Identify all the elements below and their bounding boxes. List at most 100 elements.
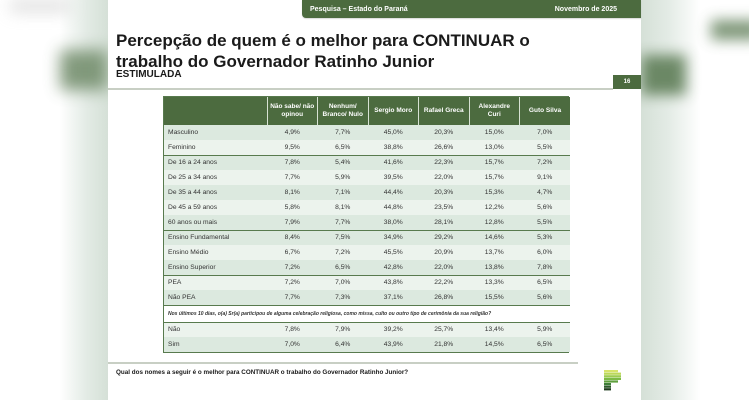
cell: 6,7% <box>267 245 318 260</box>
blurred-background-left <box>0 0 108 400</box>
cell: 26,6% <box>418 140 469 155</box>
cell: 22,0% <box>418 260 469 275</box>
cell: 7,8% <box>267 154 318 170</box>
cell: 5,9% <box>317 170 368 185</box>
cell: 6,5% <box>519 337 570 352</box>
page-subtitle: ESTIMULADA <box>116 69 182 80</box>
cell: 44,8% <box>368 200 419 215</box>
survey-date: Novembro de 2025 <box>554 5 617 13</box>
cell: 5,5% <box>519 140 570 155</box>
page-number-badge: 16 <box>613 75 641 89</box>
slide: Pesquisa – Estado do Paraná Novembro de … <box>108 0 641 400</box>
cell: 22,2% <box>418 274 469 290</box>
results-table: Não sabe/ não opinou Nenhum/ Branco/ Nul… <box>163 96 570 353</box>
cell: 7,2% <box>317 245 368 260</box>
cell: 28,1% <box>418 215 469 230</box>
cell: 4,9% <box>267 125 318 140</box>
cell: 4,7% <box>519 185 570 200</box>
row-label: 60 anos ou mais <box>164 215 267 230</box>
cell: 13,3% <box>469 274 520 290</box>
survey-label: Pesquisa – Estado do Paraná <box>310 5 408 13</box>
cell: 7,8% <box>519 260 570 275</box>
cell: 7,7% <box>317 215 368 230</box>
religion-question-note: Nos últimos 10 dias, o(a) Sr(a) particip… <box>164 304 570 323</box>
cell: 7,9% <box>317 322 368 337</box>
cell: 45,5% <box>368 245 419 260</box>
cell: 12,8% <box>469 215 520 230</box>
cell: 7,2% <box>267 260 318 275</box>
cell: 13,0% <box>469 140 520 155</box>
cell: 6,4% <box>317 337 368 352</box>
row-label: Ensino Superior <box>164 260 267 275</box>
cell: 34,9% <box>368 229 419 245</box>
table-row: De 16 a 24 anos 7,8% 5,4% 41,6% 22,3% 15… <box>164 154 570 170</box>
cell: 8,1% <box>317 200 368 215</box>
cell: 21,8% <box>418 337 469 352</box>
cell: 7,7% <box>317 125 368 140</box>
cell: 5,6% <box>519 200 570 215</box>
table-row: De 25 a 34 anos 7,7% 5,9% 39,5% 22,0% 15… <box>164 170 570 185</box>
cell: 7,0% <box>519 125 570 140</box>
cell: 5,3% <box>519 229 570 245</box>
religion-question-row: Nos últimos 10 dias, o(a) Sr(a) particip… <box>164 304 570 323</box>
cell: 13,4% <box>469 322 520 337</box>
cell: 22,3% <box>418 154 469 170</box>
cell: 42,8% <box>368 260 419 275</box>
column-header-alexandre-curi: Alexandre Curi <box>468 97 520 125</box>
cell: 5,4% <box>317 154 368 170</box>
cell: 7,5% <box>317 229 368 245</box>
divider-top <box>108 88 613 90</box>
column-header-rafael-greca: Rafael Greca <box>418 97 469 125</box>
cell: 25,7% <box>418 322 469 337</box>
cell: 15,3% <box>469 185 520 200</box>
footer-question: Qual dos nomes a seguir é o melhor para … <box>116 369 409 376</box>
cell: 6,5% <box>317 140 368 155</box>
column-header-nao-sabe: Não sabe/ não opinou <box>266 97 318 125</box>
table-header-row: Não sabe/ não opinou Nenhum/ Branco/ Nul… <box>164 97 570 125</box>
cell: 20,3% <box>418 125 469 140</box>
cell: 6,5% <box>317 260 368 275</box>
cell: 39,5% <box>368 170 419 185</box>
cell: 7,1% <box>317 185 368 200</box>
row-label: De 25 a 34 anos <box>164 170 267 185</box>
column-header-sergio-moro: Sergio Moro <box>367 97 419 125</box>
cell: 7,0% <box>317 274 368 290</box>
cell: 15,5% <box>469 290 520 305</box>
row-label: Masculino <box>164 125 267 140</box>
table-row: Masculino 4,9% 7,7% 45,0% 20,3% 15,0% 7,… <box>164 125 570 140</box>
cell: 22,0% <box>418 170 469 185</box>
cell: 7,8% <box>267 322 318 337</box>
row-label: Ensino Fundamental <box>164 229 267 245</box>
cell: 29,2% <box>418 229 469 245</box>
row-label: Feminino <box>164 140 267 155</box>
table-row: Não 7,8% 7,9% 39,2% 25,7% 13,4% 5,9% <box>164 322 570 337</box>
cell: 43,9% <box>368 337 419 352</box>
cell: 9,5% <box>267 140 318 155</box>
row-label: De 45 a 59 anos <box>164 200 267 215</box>
divider-bottom <box>108 362 578 364</box>
cell: 9,1% <box>519 170 570 185</box>
cell: 7,2% <box>519 154 570 170</box>
cell: 41,6% <box>368 154 419 170</box>
cell: 14,5% <box>469 337 520 352</box>
cell: 43,8% <box>368 274 419 290</box>
cell: 39,2% <box>368 322 419 337</box>
cell: 20,3% <box>418 185 469 200</box>
cell: 37,1% <box>368 290 419 305</box>
cell: 45,0% <box>368 125 419 140</box>
row-label: Não <box>164 322 267 337</box>
cell: 5,8% <box>267 200 318 215</box>
table-row: Ensino Fundamental 8,4% 7,5% 34,9% 29,2%… <box>164 229 570 245</box>
cell: 13,8% <box>469 260 520 275</box>
cell: 20,9% <box>418 245 469 260</box>
cell: 14,6% <box>469 229 520 245</box>
table-row: Feminino 9,5% 6,5% 38,8% 26,6% 13,0% 5,5… <box>164 140 570 155</box>
cell: 38,8% <box>368 140 419 155</box>
table-row: Ensino Médio 6,7% 7,2% 45,5% 20,9% 13,7%… <box>164 245 570 260</box>
cell: 5,5% <box>519 215 570 230</box>
row-label: Sim <box>164 337 267 352</box>
header-bar: Pesquisa – Estado do Paraná Novembro de … <box>302 0 641 18</box>
cell: 7,3% <box>317 290 368 305</box>
table-row: 60 anos ou mais 7,9% 7,7% 38,0% 28,1% 12… <box>164 215 570 230</box>
table-row: De 45 a 59 anos 5,8% 8,1% 44,8% 23,5% 12… <box>164 200 570 215</box>
